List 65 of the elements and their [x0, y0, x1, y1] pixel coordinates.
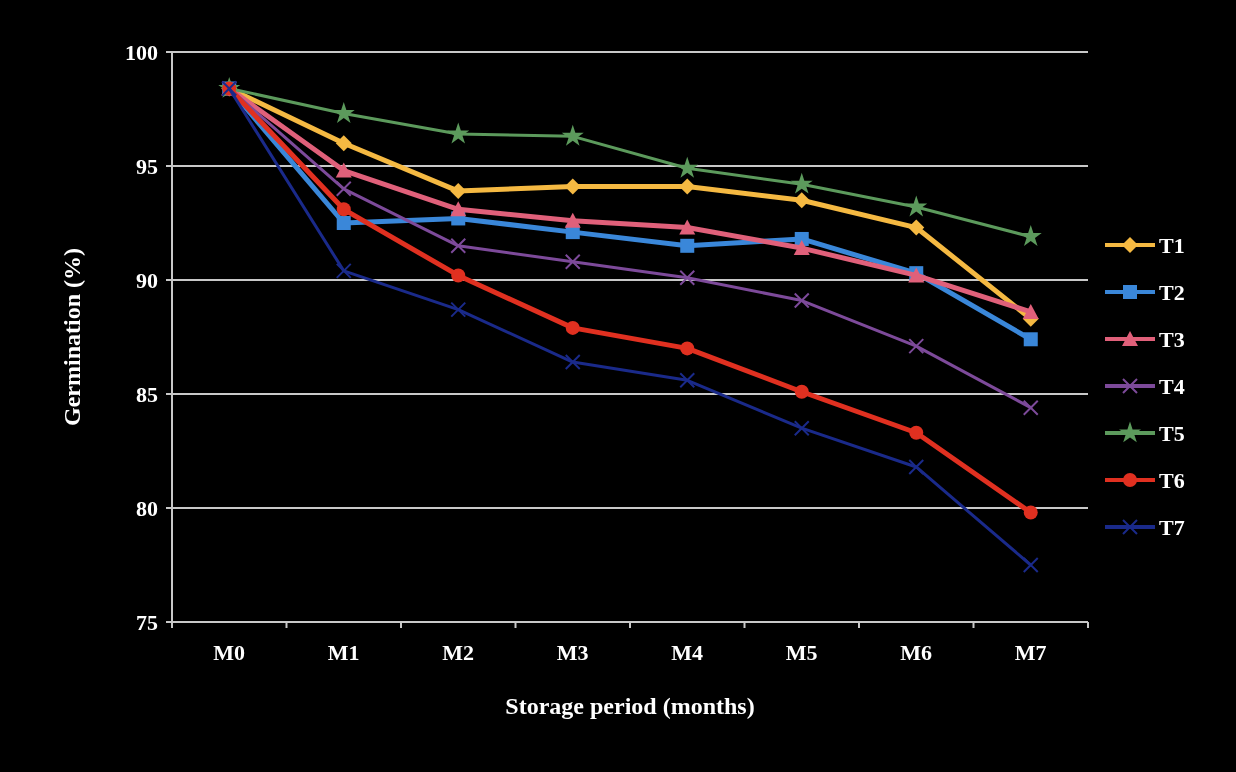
point — [676, 156, 699, 178]
point — [680, 238, 695, 253]
y-tick-label: 80 — [136, 495, 158, 521]
x-tick-label: M7 — [1014, 640, 1047, 665]
point — [564, 178, 581, 195]
x-tick-label: M1 — [327, 640, 360, 665]
point — [1023, 505, 1038, 520]
point — [565, 320, 580, 335]
point — [679, 372, 696, 389]
legend-label: T2 — [1159, 279, 1185, 305]
legend-label: T6 — [1159, 467, 1185, 493]
point — [332, 102, 355, 123]
point — [1022, 557, 1039, 573]
point — [451, 268, 466, 283]
point — [450, 201, 467, 217]
point — [1023, 332, 1038, 347]
point — [564, 354, 581, 371]
point — [790, 172, 813, 194]
point — [564, 212, 581, 228]
legend-label: T4 — [1159, 373, 1185, 399]
y-tick-label: 75 — [136, 609, 158, 635]
y-tick-label: 95 — [136, 153, 158, 179]
point — [561, 124, 584, 146]
point — [335, 135, 352, 152]
x-tick-label: M6 — [900, 640, 933, 665]
legend-label: T7 — [1159, 514, 1185, 540]
x-tick-label: M4 — [671, 640, 704, 665]
point — [679, 178, 696, 195]
point — [335, 262, 352, 279]
legend-label: T3 — [1159, 326, 1185, 352]
point — [794, 384, 809, 399]
x-tick-label: M0 — [213, 640, 246, 665]
point — [1022, 399, 1039, 416]
legend-label: T5 — [1159, 420, 1185, 446]
point — [793, 420, 810, 437]
point — [335, 180, 352, 197]
point — [793, 192, 810, 209]
point — [793, 240, 810, 256]
x-tick-label: M3 — [556, 640, 589, 665]
point — [905, 195, 928, 217]
x-axis-title: Storage period (months) — [505, 693, 755, 719]
point — [679, 269, 696, 286]
point — [336, 202, 351, 217]
y-tick-label: 100 — [125, 39, 158, 65]
point — [564, 253, 581, 270]
point — [450, 237, 467, 254]
point — [1022, 303, 1039, 319]
x-tick-label: M5 — [785, 640, 818, 665]
y-tick-label: 85 — [136, 381, 158, 407]
point — [336, 216, 351, 230]
x-tick-label: M2 — [442, 640, 475, 665]
point — [447, 122, 470, 144]
y-tick-label: 90 — [136, 267, 158, 293]
point — [909, 425, 924, 440]
point — [908, 458, 925, 475]
point — [335, 162, 352, 178]
point — [450, 183, 467, 200]
point — [680, 341, 695, 356]
point — [908, 219, 925, 236]
point — [450, 301, 467, 318]
point — [793, 292, 810, 309]
legend-label: T1 — [1159, 232, 1185, 258]
y-axis-title: Germination (%) — [59, 248, 85, 426]
point — [679, 219, 696, 235]
point — [908, 338, 925, 355]
